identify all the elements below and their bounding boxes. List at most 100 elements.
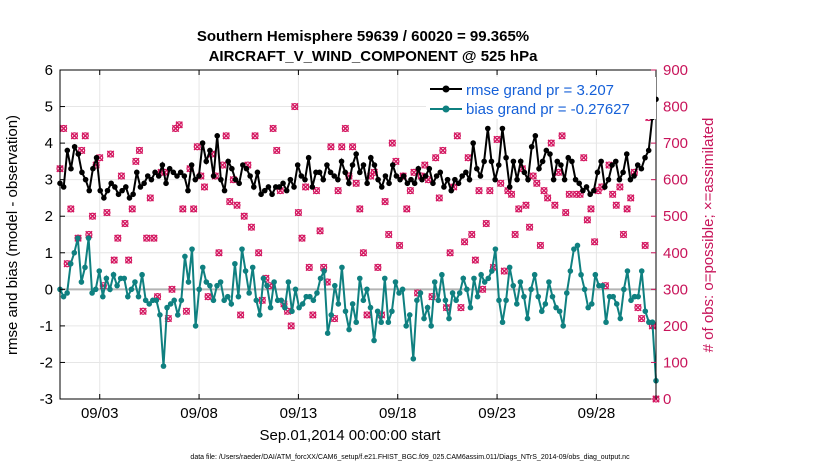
obs-assimilated-marker xyxy=(641,241,649,250)
obs-possible-marker xyxy=(453,132,461,140)
obs-assimilated-marker xyxy=(507,190,516,198)
rmse-point xyxy=(93,154,100,161)
bias-point xyxy=(478,271,484,278)
bias-point xyxy=(442,297,449,304)
bias-point xyxy=(207,282,213,289)
rmse-point xyxy=(133,169,140,176)
rmse-point xyxy=(572,176,579,183)
obs-possible-marker xyxy=(529,172,537,180)
obs-possible-marker xyxy=(302,183,310,191)
obs-assimilated-marker xyxy=(182,307,191,315)
obs-assimilated-marker xyxy=(193,143,201,151)
obs-assimilated-marker xyxy=(608,190,617,198)
rmse-point xyxy=(218,176,224,183)
obs-possible-marker xyxy=(200,183,209,191)
obs-assimilated-marker xyxy=(406,186,415,195)
rmse-point xyxy=(499,125,506,132)
obs-possible-marker xyxy=(139,307,147,315)
bias-point xyxy=(489,268,495,274)
x-tick-label: 09/13 xyxy=(280,405,318,422)
bias-point xyxy=(189,246,195,252)
bias-point xyxy=(317,275,324,282)
obs-possible-marker xyxy=(175,121,183,129)
rmse-point xyxy=(532,133,539,139)
bias-point xyxy=(599,282,606,289)
obs-possible-marker xyxy=(146,194,154,202)
x-tick-label: 09/03 xyxy=(81,405,119,422)
bias-point xyxy=(410,355,417,362)
rmse-point xyxy=(638,165,645,172)
rmse-point xyxy=(430,180,436,187)
obs-assimilated-marker xyxy=(558,132,566,140)
bias-point xyxy=(424,304,431,311)
obs-possible-marker xyxy=(392,157,400,165)
obs-assimilated-marker xyxy=(121,219,129,228)
rmse-point xyxy=(203,158,210,165)
bias-point xyxy=(642,308,649,315)
rmse-point xyxy=(269,191,275,198)
rmse-point xyxy=(375,176,381,183)
obs-possible-marker xyxy=(78,146,86,155)
bias-point xyxy=(114,282,120,289)
obs-assimilated-marker xyxy=(298,234,306,242)
rmse-point xyxy=(137,184,144,190)
bias-point xyxy=(332,282,338,289)
obs-possible-marker xyxy=(562,208,570,217)
rmse-point xyxy=(554,158,561,165)
y-left-tick-label: -1 xyxy=(40,318,53,335)
obs-possible-marker xyxy=(590,238,599,246)
obs-assimilated-marker xyxy=(352,179,360,188)
obs-assimilated-marker xyxy=(435,194,443,202)
bias-point xyxy=(585,304,591,311)
bias-point xyxy=(71,249,78,256)
bias-point xyxy=(499,319,506,326)
rmse-point xyxy=(302,176,308,183)
obs-possible-marker xyxy=(471,256,479,264)
obs-assimilated-marker xyxy=(67,205,75,213)
chart-title-line2: AIRCRAFT_V_WIND_COMPONENT @ 525 hPa xyxy=(209,48,539,65)
rmse-point xyxy=(364,180,370,187)
obs-possible-marker xyxy=(522,201,530,209)
obs-possible-marker xyxy=(616,183,624,191)
rmse-point xyxy=(645,147,652,154)
obs-possible-marker xyxy=(341,124,349,133)
obs-possible-marker xyxy=(580,154,588,162)
obs-possible-marker xyxy=(403,205,411,213)
bias-point xyxy=(203,279,210,285)
rmse-point xyxy=(419,176,425,183)
rmse-point xyxy=(210,173,217,179)
bias-point xyxy=(510,282,517,289)
rmse-point xyxy=(82,176,89,183)
obs-possible-marker xyxy=(641,241,649,250)
rmse-point xyxy=(240,162,246,168)
bias-point xyxy=(535,293,542,300)
bias-point xyxy=(257,312,263,318)
bias-point xyxy=(239,246,245,252)
legend-box xyxy=(426,77,656,119)
bias-point xyxy=(560,323,567,329)
bias-point xyxy=(160,363,167,369)
rmse-point xyxy=(185,187,191,194)
rmse-point xyxy=(324,162,330,168)
obs-possible-marker xyxy=(67,205,75,213)
bias-point xyxy=(121,275,128,282)
obs-possible-marker xyxy=(623,205,631,213)
obs-assimilated-marker xyxy=(175,121,183,129)
rmse-point xyxy=(616,176,623,183)
obs-assimilated-marker xyxy=(590,238,599,246)
obs-assimilated-marker xyxy=(385,230,393,239)
right-axis-ticks: 0 100 200 300 400 500 600 700 800 900 xyxy=(651,62,688,408)
obs-assimilated-marker xyxy=(363,311,371,319)
rmse-point xyxy=(609,162,615,168)
legend: rmse grand pr = 3.207 bias grand pr = -0… xyxy=(426,77,656,119)
obs-assimilated-marker xyxy=(356,205,364,213)
obs-possible-marker xyxy=(576,190,584,198)
bias-point xyxy=(339,264,345,271)
obs-assimilated-marker xyxy=(269,124,277,133)
obs-assimilated-marker xyxy=(305,263,313,272)
rmse-point xyxy=(229,165,235,172)
rmse-point xyxy=(426,165,433,172)
rmse-point xyxy=(623,151,630,157)
rmse-point xyxy=(126,195,133,201)
bias-point xyxy=(360,297,367,304)
